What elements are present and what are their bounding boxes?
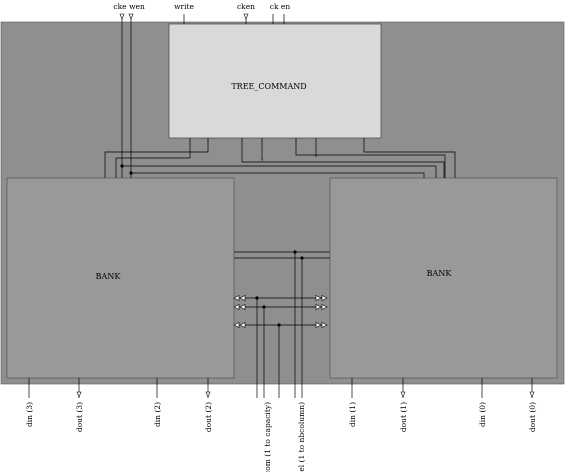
pin-label-cke: cke <box>113 2 127 11</box>
pin-label-din-3: din (3) <box>25 402 34 427</box>
pin-label-dout-2: dout (2) <box>204 402 213 432</box>
bank-left-label: BANK <box>96 272 122 281</box>
pin-label-dout-0: dout (0) <box>528 402 537 432</box>
pin-label-sel: sel (1 to nbcolumn) <box>297 402 306 472</box>
pin-label-write: write <box>174 2 194 11</box>
pin-label-din-1: din (1) <box>348 402 357 427</box>
pin-label-ncom: ncom (1 to capacity) <box>263 402 272 472</box>
bottom-pin-ports <box>77 392 534 397</box>
bank-right-block <box>330 178 557 378</box>
pin-label-din-2: din (2) <box>153 402 162 427</box>
tree-command-block <box>169 24 381 138</box>
pin-label-dout-3: dout (3) <box>75 402 84 432</box>
bank-right-label: BANK <box>427 269 453 278</box>
pin-label-ck-en: ck en <box>270 2 291 11</box>
pin-label-cken: cken <box>237 2 255 11</box>
tree-command-label: TREE_COMMAND <box>231 82 306 91</box>
pin-label-dout-1: dout (1) <box>399 402 408 432</box>
bank-left-block <box>7 178 234 378</box>
pin-label-din-0: din (0) <box>478 402 487 427</box>
pin-label-wen: wen <box>129 2 145 11</box>
